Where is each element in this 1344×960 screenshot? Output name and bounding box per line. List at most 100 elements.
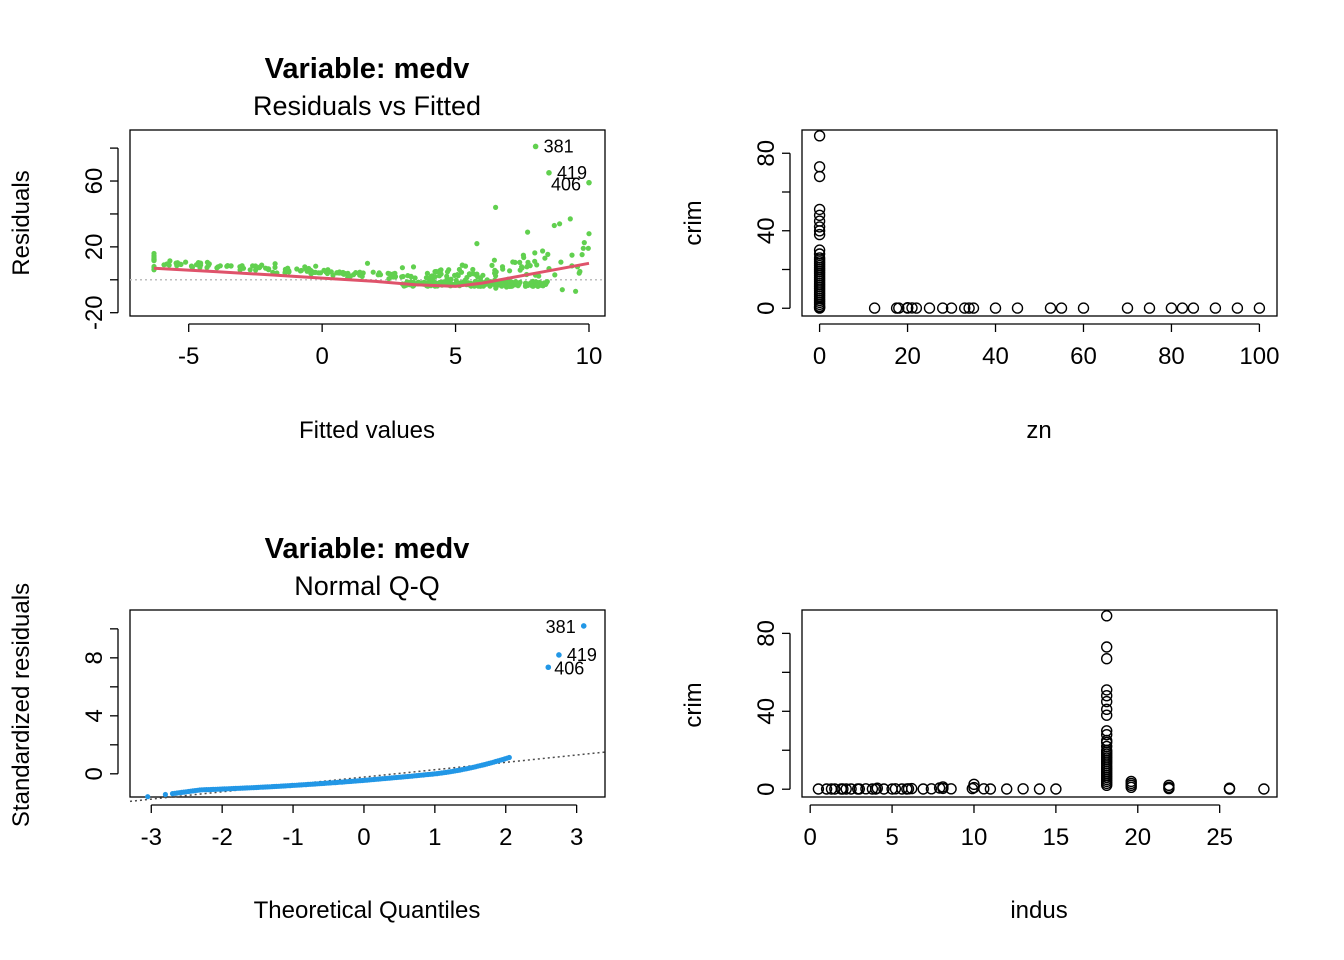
residual-point [493, 204, 499, 210]
data-point [945, 302, 958, 314]
point-label-419: 419 [567, 645, 597, 665]
residual-point [298, 267, 304, 274]
data-point [1100, 684, 1113, 696]
residual-point [408, 274, 414, 280]
residual-point [253, 267, 259, 273]
data-point [813, 248, 826, 260]
data-point [945, 783, 957, 795]
residual-point [424, 270, 430, 276]
data-point [1100, 709, 1113, 721]
x-tick-label: -3 [141, 824, 162, 851]
residual-point [519, 265, 525, 271]
plot-frame [129, 609, 606, 798]
residual-point [205, 262, 212, 268]
plot-frame [801, 129, 1278, 317]
residual-point [357, 269, 363, 275]
residual-point [313, 263, 319, 269]
panel3-subtitle: Normal Q-Q [294, 571, 440, 601]
residual-point [525, 229, 531, 235]
y-tick-label: 8 [81, 651, 108, 664]
residual-point [508, 279, 515, 285]
residual-point [400, 273, 406, 280]
residual-point [474, 271, 480, 277]
residual-point [188, 263, 195, 269]
data-point [1100, 690, 1113, 702]
data-point [1100, 725, 1113, 737]
data-point [937, 302, 949, 314]
point-label-406: 406 [554, 658, 584, 678]
data-point [1223, 782, 1236, 794]
data-point [813, 244, 826, 256]
data-point [1165, 302, 1178, 314]
data-point [1100, 703, 1113, 715]
data-point [937, 781, 949, 793]
x-tick-label: 0 [357, 824, 370, 851]
residual-point [557, 221, 563, 227]
data-point [910, 302, 923, 314]
labeled-residual-point [532, 143, 539, 150]
panel3-x-axis-label: Theoretical Quantiles [254, 897, 481, 924]
x-tick-label: 0 [813, 343, 826, 370]
x-tick-label: 0 [315, 343, 328, 370]
labeled-residual-point [546, 169, 552, 176]
data-point [1050, 783, 1062, 795]
data-point [1100, 641, 1113, 653]
x-tick-label: 10 [576, 343, 603, 370]
data-point [813, 215, 826, 227]
y-tick-label: 40 [753, 217, 780, 244]
data-point [1258, 783, 1270, 795]
residual-point [370, 269, 376, 275]
loess-smooth-line [153, 261, 590, 288]
residual-point [250, 263, 256, 269]
data-point [820, 783, 833, 795]
residual-point [520, 252, 527, 258]
x-tick-label: 3 [570, 824, 583, 851]
residual-point [364, 260, 371, 266]
data-point [878, 783, 890, 795]
point-label-381: 381 [544, 136, 574, 156]
data-point [1011, 302, 1024, 314]
panel-residuals-vs-fitted: Variable: medv Residuals vs Fitted Fitte… [8, 53, 606, 444]
data-point [978, 783, 990, 795]
data-point [1055, 302, 1068, 314]
data-point [813, 209, 826, 222]
y-tick-label: 80 [753, 140, 780, 167]
x-tick-label: -5 [178, 343, 199, 370]
data-point [812, 783, 825, 795]
panel4-x-axis-label: indus [1010, 897, 1067, 924]
labeled-qq-point [556, 652, 562, 658]
residual-point [491, 257, 497, 263]
data-point [1143, 302, 1156, 314]
data-point [1100, 740, 1113, 753]
residual-point [492, 270, 498, 276]
panel2-y-axis-label: crim [680, 200, 707, 245]
residual-point [353, 270, 359, 276]
x-tick-label: 0 [804, 824, 817, 851]
data-point [968, 778, 980, 790]
data-point [923, 302, 936, 314]
y-tick-label: 40 [753, 698, 780, 725]
panel3-y-axis-label: Standardized residuals [8, 583, 35, 827]
x-tick-label: 5 [885, 824, 898, 851]
residual-point [347, 273, 354, 279]
residual-point [458, 269, 465, 275]
residual-point [444, 269, 451, 275]
residual-point [579, 252, 585, 258]
data-point [813, 170, 826, 183]
residual-point [330, 272, 336, 278]
residual-point [428, 273, 434, 279]
panel2-x-axis-label: zn [1026, 417, 1051, 444]
residual-point [580, 245, 586, 251]
residual-point [586, 231, 592, 237]
residual-point [522, 280, 529, 286]
x-tick-label: 80 [1158, 343, 1185, 370]
residual-point [527, 263, 533, 269]
panel1-x-axis-label: Fitted values [299, 417, 435, 444]
x-tick-label: 15 [1043, 824, 1070, 851]
data-point [853, 783, 865, 795]
labeled-qq-point [545, 664, 552, 671]
data-point [893, 302, 905, 314]
data-point [868, 302, 881, 314]
data-point [959, 302, 971, 314]
